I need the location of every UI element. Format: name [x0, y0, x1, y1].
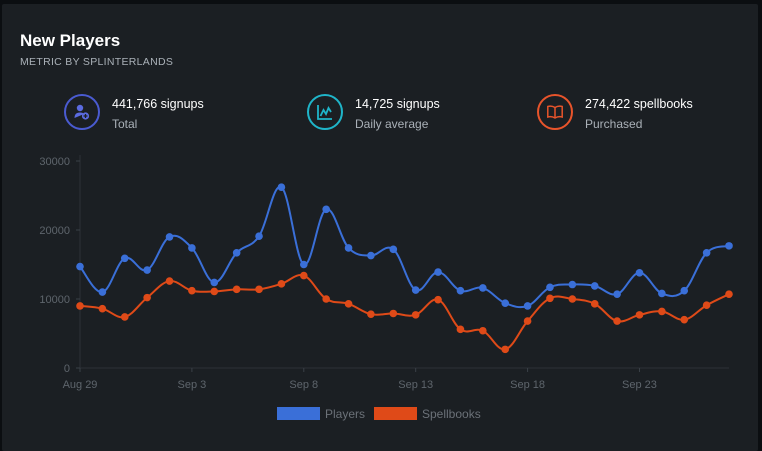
players-point[interactable] — [277, 183, 286, 192]
stat-value: 274,422 spellbooks — [585, 97, 693, 111]
y-tick-label: 20000 — [39, 225, 70, 237]
y-tick-label: 0 — [64, 363, 70, 375]
players-point[interactable] — [658, 289, 666, 298]
spellbooks-point[interactable] — [434, 295, 442, 304]
chart-legend[interactable]: Players Spellbooks — [277, 407, 481, 421]
stat-value: 14,725 signups — [355, 97, 440, 111]
players-point[interactable] — [344, 244, 353, 252]
players-point[interactable] — [188, 244, 196, 252]
user-plus-icon — [64, 94, 100, 130]
x-tick-label: Aug 29 — [63, 379, 98, 391]
players-point[interactable] — [98, 288, 107, 296]
spellbooks-point[interactable] — [635, 311, 644, 319]
players-point[interactable] — [367, 251, 375, 260]
spellbooks-point[interactable] — [613, 317, 621, 325]
legend-swatch-spellbooks[interactable] — [374, 407, 417, 420]
players-point[interactable] — [434, 268, 442, 276]
card-subtitle: METRIC BY SPLINTERLANDS — [20, 56, 174, 68]
players-point[interactable] — [165, 233, 174, 241]
x-tick-label: Sep 8 — [289, 379, 318, 391]
y-tick-label: 10000 — [39, 294, 70, 306]
spellbooks-point[interactable] — [389, 309, 398, 318]
spellbooks-point[interactable] — [232, 285, 241, 294]
spellbooks-point[interactable] — [344, 300, 353, 308]
x-tick-label: Sep 3 — [178, 379, 207, 391]
spellbooks-point[interactable] — [725, 290, 733, 298]
spellbooks-point[interactable] — [277, 280, 286, 288]
stat-value: 441,766 signups — [112, 97, 204, 111]
x-tick-label: Sep 23 — [622, 379, 657, 391]
players-point[interactable] — [389, 245, 398, 254]
spellbooks-point[interactable] — [568, 295, 577, 303]
card-title: New Players — [20, 31, 121, 50]
stat-label: Daily average — [355, 117, 429, 131]
spellbooks-point[interactable] — [702, 301, 711, 310]
spellbooks-point[interactable] — [143, 293, 151, 302]
players-point[interactable] — [456, 286, 465, 295]
spellbooks-point[interactable] — [299, 271, 308, 280]
chart-axes: 0 10000 20000 30000 Aug 29 Sep 3 Sep 8 Sep 13 Se… — [39, 155, 729, 391]
players-point[interactable] — [702, 248, 711, 257]
players-point[interactable] — [299, 260, 308, 269]
spellbooks-point[interactable] — [523, 317, 532, 325]
x-tick-label: Sep 13 — [398, 379, 433, 391]
spellbooks-point[interactable] — [210, 287, 219, 296]
players-point[interactable] — [76, 262, 84, 271]
spellbooks-point[interactable] — [411, 311, 420, 319]
spellbooks-point[interactable] — [98, 304, 107, 313]
players-point[interactable] — [523, 302, 532, 310]
players-point[interactable] — [546, 283, 554, 292]
players-point[interactable] — [255, 232, 263, 241]
spellbooks-point[interactable] — [546, 294, 554, 303]
players-point[interactable] — [322, 205, 330, 214]
spellbooks-point[interactable] — [680, 315, 689, 324]
spellbooks-point[interactable] — [501, 345, 510, 354]
players-point[interactable] — [613, 290, 621, 298]
spellbooks-point[interactable] — [456, 325, 465, 334]
players-point[interactable] — [411, 286, 420, 294]
spellbooks-point[interactable] — [165, 277, 174, 285]
players-point[interactable] — [635, 268, 644, 277]
players-line — [79, 186, 730, 309]
new-players-card: New Players METRIC BY SPLINTERLANDS 441,… — [2, 4, 758, 451]
players-point[interactable] — [680, 286, 689, 295]
stat-label: Total — [112, 117, 138, 131]
legend-label-players[interactable]: Players — [325, 407, 365, 421]
y-tick-label: 30000 — [39, 156, 70, 168]
chart-lines — [76, 183, 733, 354]
spellbooks-point[interactable] — [76, 302, 84, 310]
players-point[interactable] — [725, 242, 733, 250]
spellbooks-point[interactable] — [255, 285, 263, 294]
players-point[interactable] — [568, 280, 577, 289]
legend-swatch-players[interactable] — [277, 407, 320, 420]
stat-label: Purchased — [585, 117, 643, 131]
legend-label-spellbooks[interactable]: Spellbooks — [422, 407, 481, 421]
spellbooks-point[interactable] — [367, 310, 375, 318]
players-point[interactable] — [143, 266, 151, 274]
spellbooks-point[interactable] — [479, 326, 487, 335]
x-tick-label: Sep 18 — [510, 379, 545, 391]
spellbooks-point[interactable] — [658, 307, 666, 316]
spellbooks-point[interactable] — [188, 286, 196, 295]
book-open-icon — [537, 94, 573, 130]
players-point[interactable] — [120, 254, 129, 263]
players-point[interactable] — [232, 248, 241, 257]
players-point[interactable] — [501, 299, 510, 307]
players-point[interactable] — [479, 284, 487, 292]
chart-line-icon — [307, 94, 343, 130]
spellbooks-point[interactable] — [322, 295, 330, 303]
spellbooks-point[interactable] — [590, 300, 599, 308]
players-point[interactable] — [590, 282, 599, 290]
players-point[interactable] — [210, 278, 219, 287]
spellbooks-point[interactable] — [120, 313, 129, 321]
spellbooks-line — [79, 274, 730, 351]
